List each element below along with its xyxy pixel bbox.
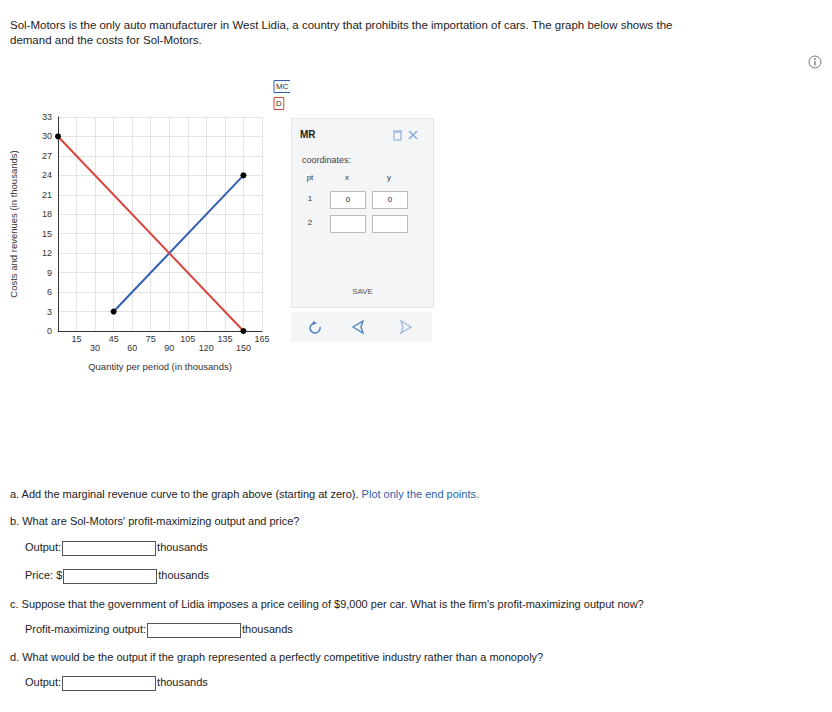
- svg-text:15: 15: [42, 229, 52, 239]
- svg-text:18: 18: [42, 209, 52, 219]
- html-text:thousands: thousands: [157, 541, 208, 553]
- svg-text:6: 6: [47, 287, 52, 297]
- svg-text:135: 135: [217, 334, 232, 344]
- html-text:Output:: Output:: [25, 541, 62, 553]
- html-text:MR: MR: [300, 129, 316, 140]
- svg-text:30: 30: [90, 343, 100, 353]
- svg-text:24: 24: [42, 170, 52, 180]
- html-text:0: 0: [387, 195, 393, 204]
- html-text:c. Suppose that the government: c. Suppose that the government of Lidia …: [10, 598, 644, 610]
- svg-text:33: 33: [42, 112, 52, 122]
- svg-text:15: 15: [72, 334, 82, 344]
- svg-text:D: D: [276, 99, 282, 108]
- html-text:SAVE: SAVE: [352, 287, 373, 296]
- svg-text:75: 75: [146, 334, 156, 344]
- svg-text:Quantity per period (in thousa: Quantity per period (in thousands): [88, 361, 232, 372]
- svg-text:60: 60: [127, 343, 137, 353]
- svg-text:0: 0: [47, 326, 52, 336]
- svg-text:9: 9: [47, 268, 52, 278]
- html-text:b. What are Sol-Motors' profit: b. What are Sol-Motors' profit-maximizin…: [10, 515, 300, 527]
- svg-text:150: 150: [236, 343, 251, 353]
- svg-text:90: 90: [164, 343, 174, 353]
- html-text:coordinates:: coordinates:: [302, 155, 351, 165]
- svg-text:21: 21: [42, 190, 52, 200]
- svg-text:MC: MC: [276, 82, 289, 91]
- html-text:Price: $: Price: $: [25, 569, 63, 581]
- svg-text:30: 30: [42, 131, 52, 141]
- svg-text:120: 120: [199, 343, 214, 353]
- html-text:2: 2: [307, 218, 313, 227]
- svg-text:45: 45: [109, 334, 119, 344]
- html-text:thousands: thousands: [158, 569, 210, 581]
- html-text:1: 1: [307, 194, 313, 203]
- html-text:pt: pt: [306, 173, 314, 182]
- html-text:Output:: Output:: [25, 676, 62, 688]
- html-text:d. What would be the output if: d. What would be the output if the graph…: [10, 651, 544, 663]
- svg-text:12: 12: [42, 248, 52, 258]
- html-text:Sol-Motors is the only auto ma: Sol-Motors is the only auto manufacturer…: [10, 19, 673, 46]
- svg-text:105: 105: [180, 334, 195, 344]
- svg-text:3: 3: [47, 307, 52, 317]
- svg-text:165: 165: [254, 334, 269, 344]
- svg-text:Costs and revenues (in thousan: Costs and revenues (in thousands): [8, 150, 19, 297]
- html-text:y: y: [387, 173, 391, 182]
- html-text:thousands: thousands: [157, 676, 208, 688]
- html-text:thousands: thousands: [242, 623, 293, 635]
- html-text:0: 0: [345, 195, 351, 204]
- html-text:Profit-maximizing output:: Profit-maximizing output:: [25, 623, 146, 635]
- svg-text:27: 27: [42, 151, 52, 161]
- html-text:a. Add the marginal revenue cu: a. Add the marginal revenue curve to the…: [10, 488, 479, 500]
- html-text:x: x: [345, 173, 349, 182]
